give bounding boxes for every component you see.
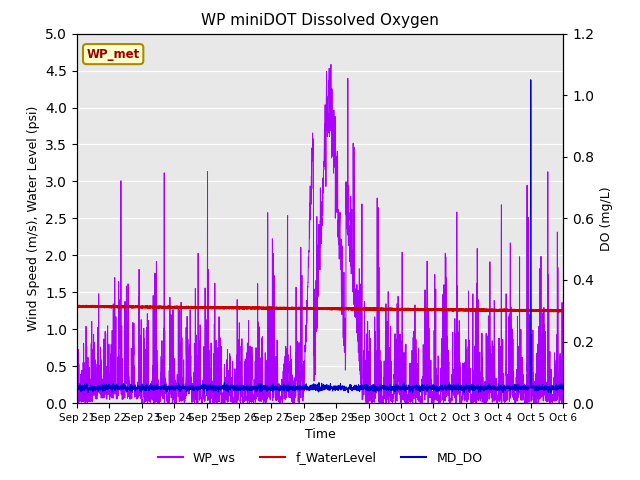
Legend: WP_ws, f_WaterLevel, MD_DO: WP_ws, f_WaterLevel, MD_DO xyxy=(152,446,488,469)
Y-axis label: DO (mg/L): DO (mg/L) xyxy=(600,186,612,251)
Y-axis label: Wind Speed (m/s), Water Level (psi): Wind Speed (m/s), Water Level (psi) xyxy=(26,106,40,331)
Title: WP miniDOT Dissolved Oxygen: WP miniDOT Dissolved Oxygen xyxy=(201,13,439,28)
Text: WP_met: WP_met xyxy=(86,48,140,60)
X-axis label: Time: Time xyxy=(305,429,335,442)
